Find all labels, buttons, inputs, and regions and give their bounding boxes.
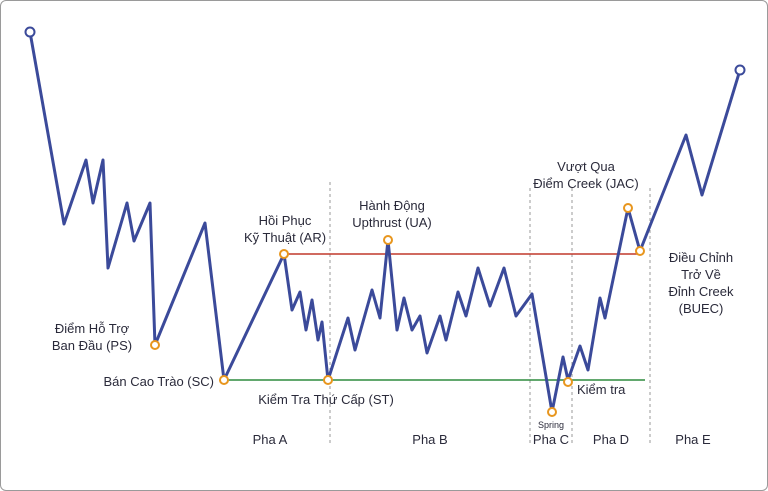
buec-label-line2: Trở Về <box>681 267 721 282</box>
ar-label-line2: Kỹ Thuật (AR) <box>244 230 326 245</box>
st-label: Kiểm Tra Thứ Cấp (ST) <box>258 392 394 407</box>
phase-e-label: Pha E <box>675 432 711 447</box>
ps-marker <box>150 340 160 350</box>
sc-marker <box>219 375 229 385</box>
ar-label-line1: Hồi Phục <box>259 213 312 228</box>
jac-label-line1: Vượt Qua <box>557 159 615 174</box>
phase-c-label: Pha C <box>533 432 569 447</box>
sc-label: Bán Cao Trào (SC) <box>103 374 214 389</box>
st-marker <box>323 375 333 385</box>
jac-marker <box>623 203 633 213</box>
start-point-marker <box>24 26 36 38</box>
phase-b-label: Pha B <box>412 432 447 447</box>
buec-label-line3: Đỉnh Creek <box>668 284 734 299</box>
price-line <box>28 31 742 414</box>
buec-marker <box>635 246 645 256</box>
ps-label-line2: Ban Đầu (PS) <box>52 338 132 353</box>
test-marker <box>563 377 573 387</box>
ua-label-line2: Upthrust (UA) <box>352 215 431 230</box>
phase-d-label: Pha D <box>593 432 629 447</box>
ps-label-line1: Điểm Hỗ Trợ <box>55 321 130 336</box>
ua-label-line1: Hành Động <box>359 198 425 213</box>
spring-label: Spring <box>538 420 564 430</box>
phase-a-label: Pha A <box>253 432 288 447</box>
test-label: Kiểm tra <box>577 382 626 397</box>
ar-marker <box>279 249 289 259</box>
ua-marker <box>383 235 393 245</box>
end-point-marker <box>734 64 746 76</box>
spring-marker <box>547 407 557 417</box>
jac-label-line2: Điểm Creek (JAC) <box>533 176 638 191</box>
buec-label-line4: (BUEC) <box>679 301 724 316</box>
buec-label-line1: Điều Chỉnh <box>669 250 733 265</box>
